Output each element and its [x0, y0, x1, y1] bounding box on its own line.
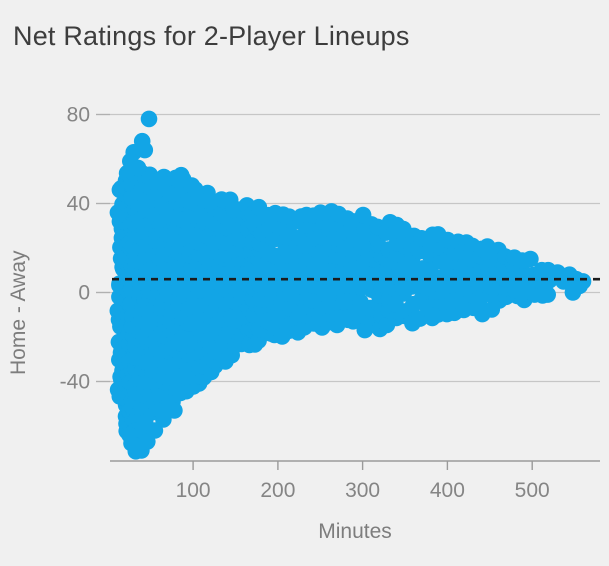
y-tick-label: 80 [67, 104, 90, 127]
x-axis-title: Minutes [318, 520, 392, 543]
y-tick-label: 40 [67, 193, 90, 216]
x-tick-label: 300 [345, 479, 380, 502]
chart-title: Net Ratings for 2-Player Lineups [13, 21, 410, 51]
scatter-point [470, 294, 488, 312]
scatter-point [140, 110, 158, 128]
x-tick-label: 500 [515, 479, 550, 502]
x-tick-label: 100 [176, 479, 211, 502]
y-tick-label: -40 [60, 371, 90, 394]
y-tick-label: 0 [78, 282, 90, 305]
scatter-point [166, 402, 183, 419]
x-tick-label: 400 [430, 479, 465, 502]
x-tick-label: 200 [260, 479, 295, 502]
y-axis-title: Home - Away [7, 250, 30, 376]
scatter-point [522, 250, 539, 268]
scatter-points [109, 110, 592, 460]
scatter-point [574, 273, 592, 290]
scatter-point [136, 141, 154, 159]
scatter-point [129, 159, 147, 177]
scatter-point [155, 411, 172, 428]
